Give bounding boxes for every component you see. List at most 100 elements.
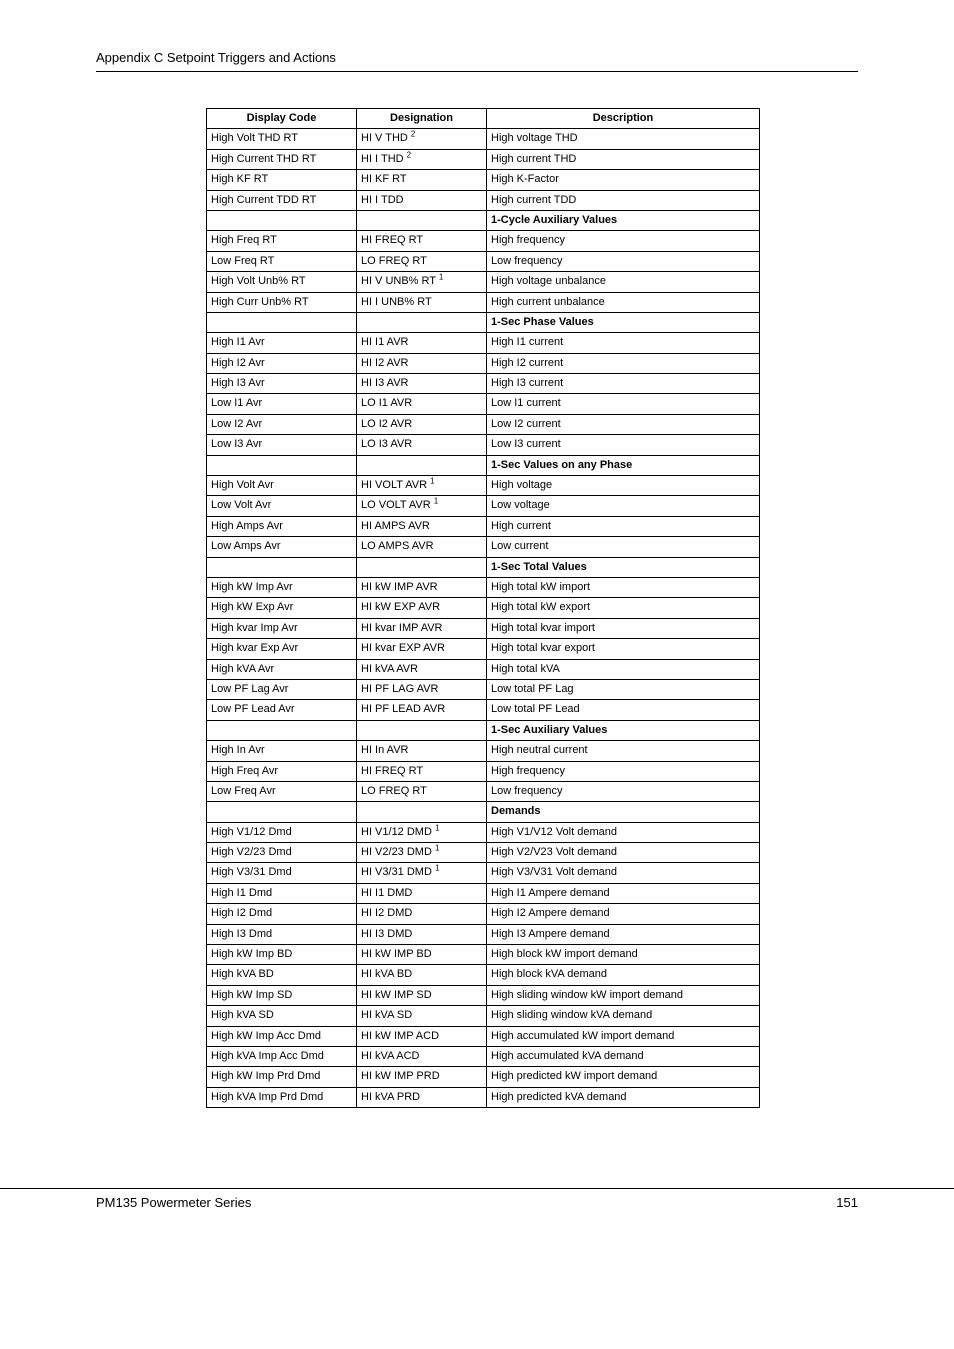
cell-description: High I1 current xyxy=(487,333,760,353)
cell-description: 1-Sec Phase Values xyxy=(487,312,760,332)
cell-description: High total kW import xyxy=(487,577,760,597)
table-row: High I3 AvrHI I3 AVRHigh I3 current xyxy=(207,374,760,394)
cell-designation: LO VOLT AVR 1 xyxy=(357,496,487,516)
cell-designation: HI V1/12 DMD 1 xyxy=(357,822,487,842)
cell-description: 1-Sec Auxiliary Values xyxy=(487,720,760,740)
footnote-ref: 1 xyxy=(435,823,439,832)
cell-display-code: High KF RT xyxy=(207,170,357,190)
cell-designation: LO I3 AVR xyxy=(357,435,487,455)
cell-display-code: Low I2 Avr xyxy=(207,414,357,434)
table-row: High In AvrHI In AVRHigh neutral current xyxy=(207,741,760,761)
table-row: High I2 AvrHI I2 AVRHigh I2 current xyxy=(207,353,760,373)
table-row: 1-Sec Phase Values xyxy=(207,312,760,332)
cell-display-code: Low I1 Avr xyxy=(207,394,357,414)
cell-designation: HI FREQ RT xyxy=(357,761,487,781)
cell-description: High total kvar export xyxy=(487,639,760,659)
page-header: Appendix C Setpoint Triggers and Actions xyxy=(96,50,858,72)
cell-description: Low frequency xyxy=(487,781,760,801)
cell-display-code: High V1/12 Dmd xyxy=(207,822,357,842)
cell-designation: HI kvar EXP AVR xyxy=(357,639,487,659)
cell-designation: HI kVA BD xyxy=(357,965,487,985)
cell-display-code: High Volt Avr xyxy=(207,476,357,496)
cell-display-code: High Current TDD RT xyxy=(207,190,357,210)
table-row: Low I1 AvrLO I1 AVRLow I1 current xyxy=(207,394,760,414)
table-row: High kW Imp AvrHI kW IMP AVRHigh total k… xyxy=(207,577,760,597)
cell-designation: HI I2 DMD xyxy=(357,904,487,924)
cell-designation: HI V2/23 DMD 1 xyxy=(357,843,487,863)
cell-description: High neutral current xyxy=(487,741,760,761)
cell-description: High current THD xyxy=(487,149,760,169)
cell-description: Low current xyxy=(487,537,760,557)
table-row: High kvar Imp AvrHI kvar IMP AVRHigh tot… xyxy=(207,618,760,638)
table-row: High V3/31 DmdHI V3/31 DMD 1High V3/V31 … xyxy=(207,863,760,883)
cell-display-code: High Curr Unb% RT xyxy=(207,292,357,312)
cell-description: High block kW import demand xyxy=(487,945,760,965)
footer-page-number: 151 xyxy=(836,1195,858,1210)
cell-description: High block kVA demand xyxy=(487,965,760,985)
table-row: High V1/12 DmdHI V1/12 DMD 1High V1/V12 … xyxy=(207,822,760,842)
cell-description: High current TDD xyxy=(487,190,760,210)
cell-display-code: High kVA BD xyxy=(207,965,357,985)
table-row: High Current THD RTHI I THD 2High curren… xyxy=(207,149,760,169)
cell-description: Low voltage xyxy=(487,496,760,516)
cell-description: High K-Factor xyxy=(487,170,760,190)
cell-designation: HI In AVR xyxy=(357,741,487,761)
cell-designation xyxy=(357,802,487,822)
table-row: Low I2 AvrLO I2 AVRLow I2 current xyxy=(207,414,760,434)
cell-display-code: High In Avr xyxy=(207,741,357,761)
cell-designation: HI PF LEAD AVR xyxy=(357,700,487,720)
footer-left: PM135 Powermeter Series xyxy=(96,1195,251,1210)
table-row: High kVA Imp Prd DmdHI kVA PRDHigh predi… xyxy=(207,1087,760,1107)
cell-designation: HI I TDD xyxy=(357,190,487,210)
cell-display-code: High kW Imp Acc Dmd xyxy=(207,1026,357,1046)
cell-description: High I2 Ampere demand xyxy=(487,904,760,924)
table-row: High KF RTHI KF RTHigh K-Factor xyxy=(207,170,760,190)
table-row: 1-Cycle Auxiliary Values xyxy=(207,210,760,230)
footnote-ref: 1 xyxy=(435,864,439,873)
table-row: Low PF Lag AvrHI PF LAG AVRLow total PF … xyxy=(207,679,760,699)
table-row: High I1 DmdHI I1 DMDHigh I1 Ampere deman… xyxy=(207,883,760,903)
table-row: High Volt AvrHI VOLT AVR 1High voltage xyxy=(207,476,760,496)
cell-display-code: High V2/23 Dmd xyxy=(207,843,357,863)
cell-display-code: Low Freq RT xyxy=(207,251,357,271)
table-row: Low PF Lead AvrHI PF LEAD AVRLow total P… xyxy=(207,700,760,720)
cell-designation: HI kW IMP AVR xyxy=(357,577,487,597)
cell-designation: HI kVA AVR xyxy=(357,659,487,679)
cell-designation: LO AMPS AVR xyxy=(357,537,487,557)
cell-description: 1-Sec Total Values xyxy=(487,557,760,577)
cell-display-code: High kvar Exp Avr xyxy=(207,639,357,659)
table-row: 1-Sec Total Values xyxy=(207,557,760,577)
table-header: Display Code Designation Description xyxy=(207,109,760,129)
setpoint-table: Display Code Designation Description Hig… xyxy=(206,108,760,1108)
cell-description: 1-Cycle Auxiliary Values xyxy=(487,210,760,230)
cell-display-code: High kVA Avr xyxy=(207,659,357,679)
col-header-designation: Designation xyxy=(357,109,487,129)
cell-description: High total kW export xyxy=(487,598,760,618)
cell-designation: HI I3 DMD xyxy=(357,924,487,944)
cell-description: High voltage xyxy=(487,476,760,496)
cell-description: High current unbalance xyxy=(487,292,760,312)
cell-display-code: High I1 Avr xyxy=(207,333,357,353)
table-row: High Freq AvrHI FREQ RTHigh frequency xyxy=(207,761,760,781)
cell-description: Demands xyxy=(487,802,760,822)
cell-designation: HI kW IMP ACD xyxy=(357,1026,487,1046)
cell-designation: HI kVA PRD xyxy=(357,1087,487,1107)
header-text: Appendix C Setpoint Triggers and Actions xyxy=(96,50,336,65)
cell-description: High frequency xyxy=(487,761,760,781)
cell-display-code: High I3 Avr xyxy=(207,374,357,394)
cell-designation: HI kVA SD xyxy=(357,1006,487,1026)
table-row: High kW Imp SDHI kW IMP SDHigh sliding w… xyxy=(207,985,760,1005)
cell-designation xyxy=(357,210,487,230)
table-row: High I2 DmdHI I2 DMDHigh I2 Ampere deman… xyxy=(207,904,760,924)
cell-description: Low total PF Lead xyxy=(487,700,760,720)
cell-description: High accumulated kW import demand xyxy=(487,1026,760,1046)
footnote-ref: 1 xyxy=(434,497,438,506)
cell-description: High sliding window kVA demand xyxy=(487,1006,760,1026)
cell-description: Low frequency xyxy=(487,251,760,271)
cell-designation: HI VOLT AVR 1 xyxy=(357,476,487,496)
footnote-ref: 1 xyxy=(430,476,434,485)
cell-description: Low I3 current xyxy=(487,435,760,455)
cell-description: High sliding window kW import demand xyxy=(487,985,760,1005)
cell-description: High total kvar import xyxy=(487,618,760,638)
table-row: High kVA SDHI kVA SDHigh sliding window … xyxy=(207,1006,760,1026)
